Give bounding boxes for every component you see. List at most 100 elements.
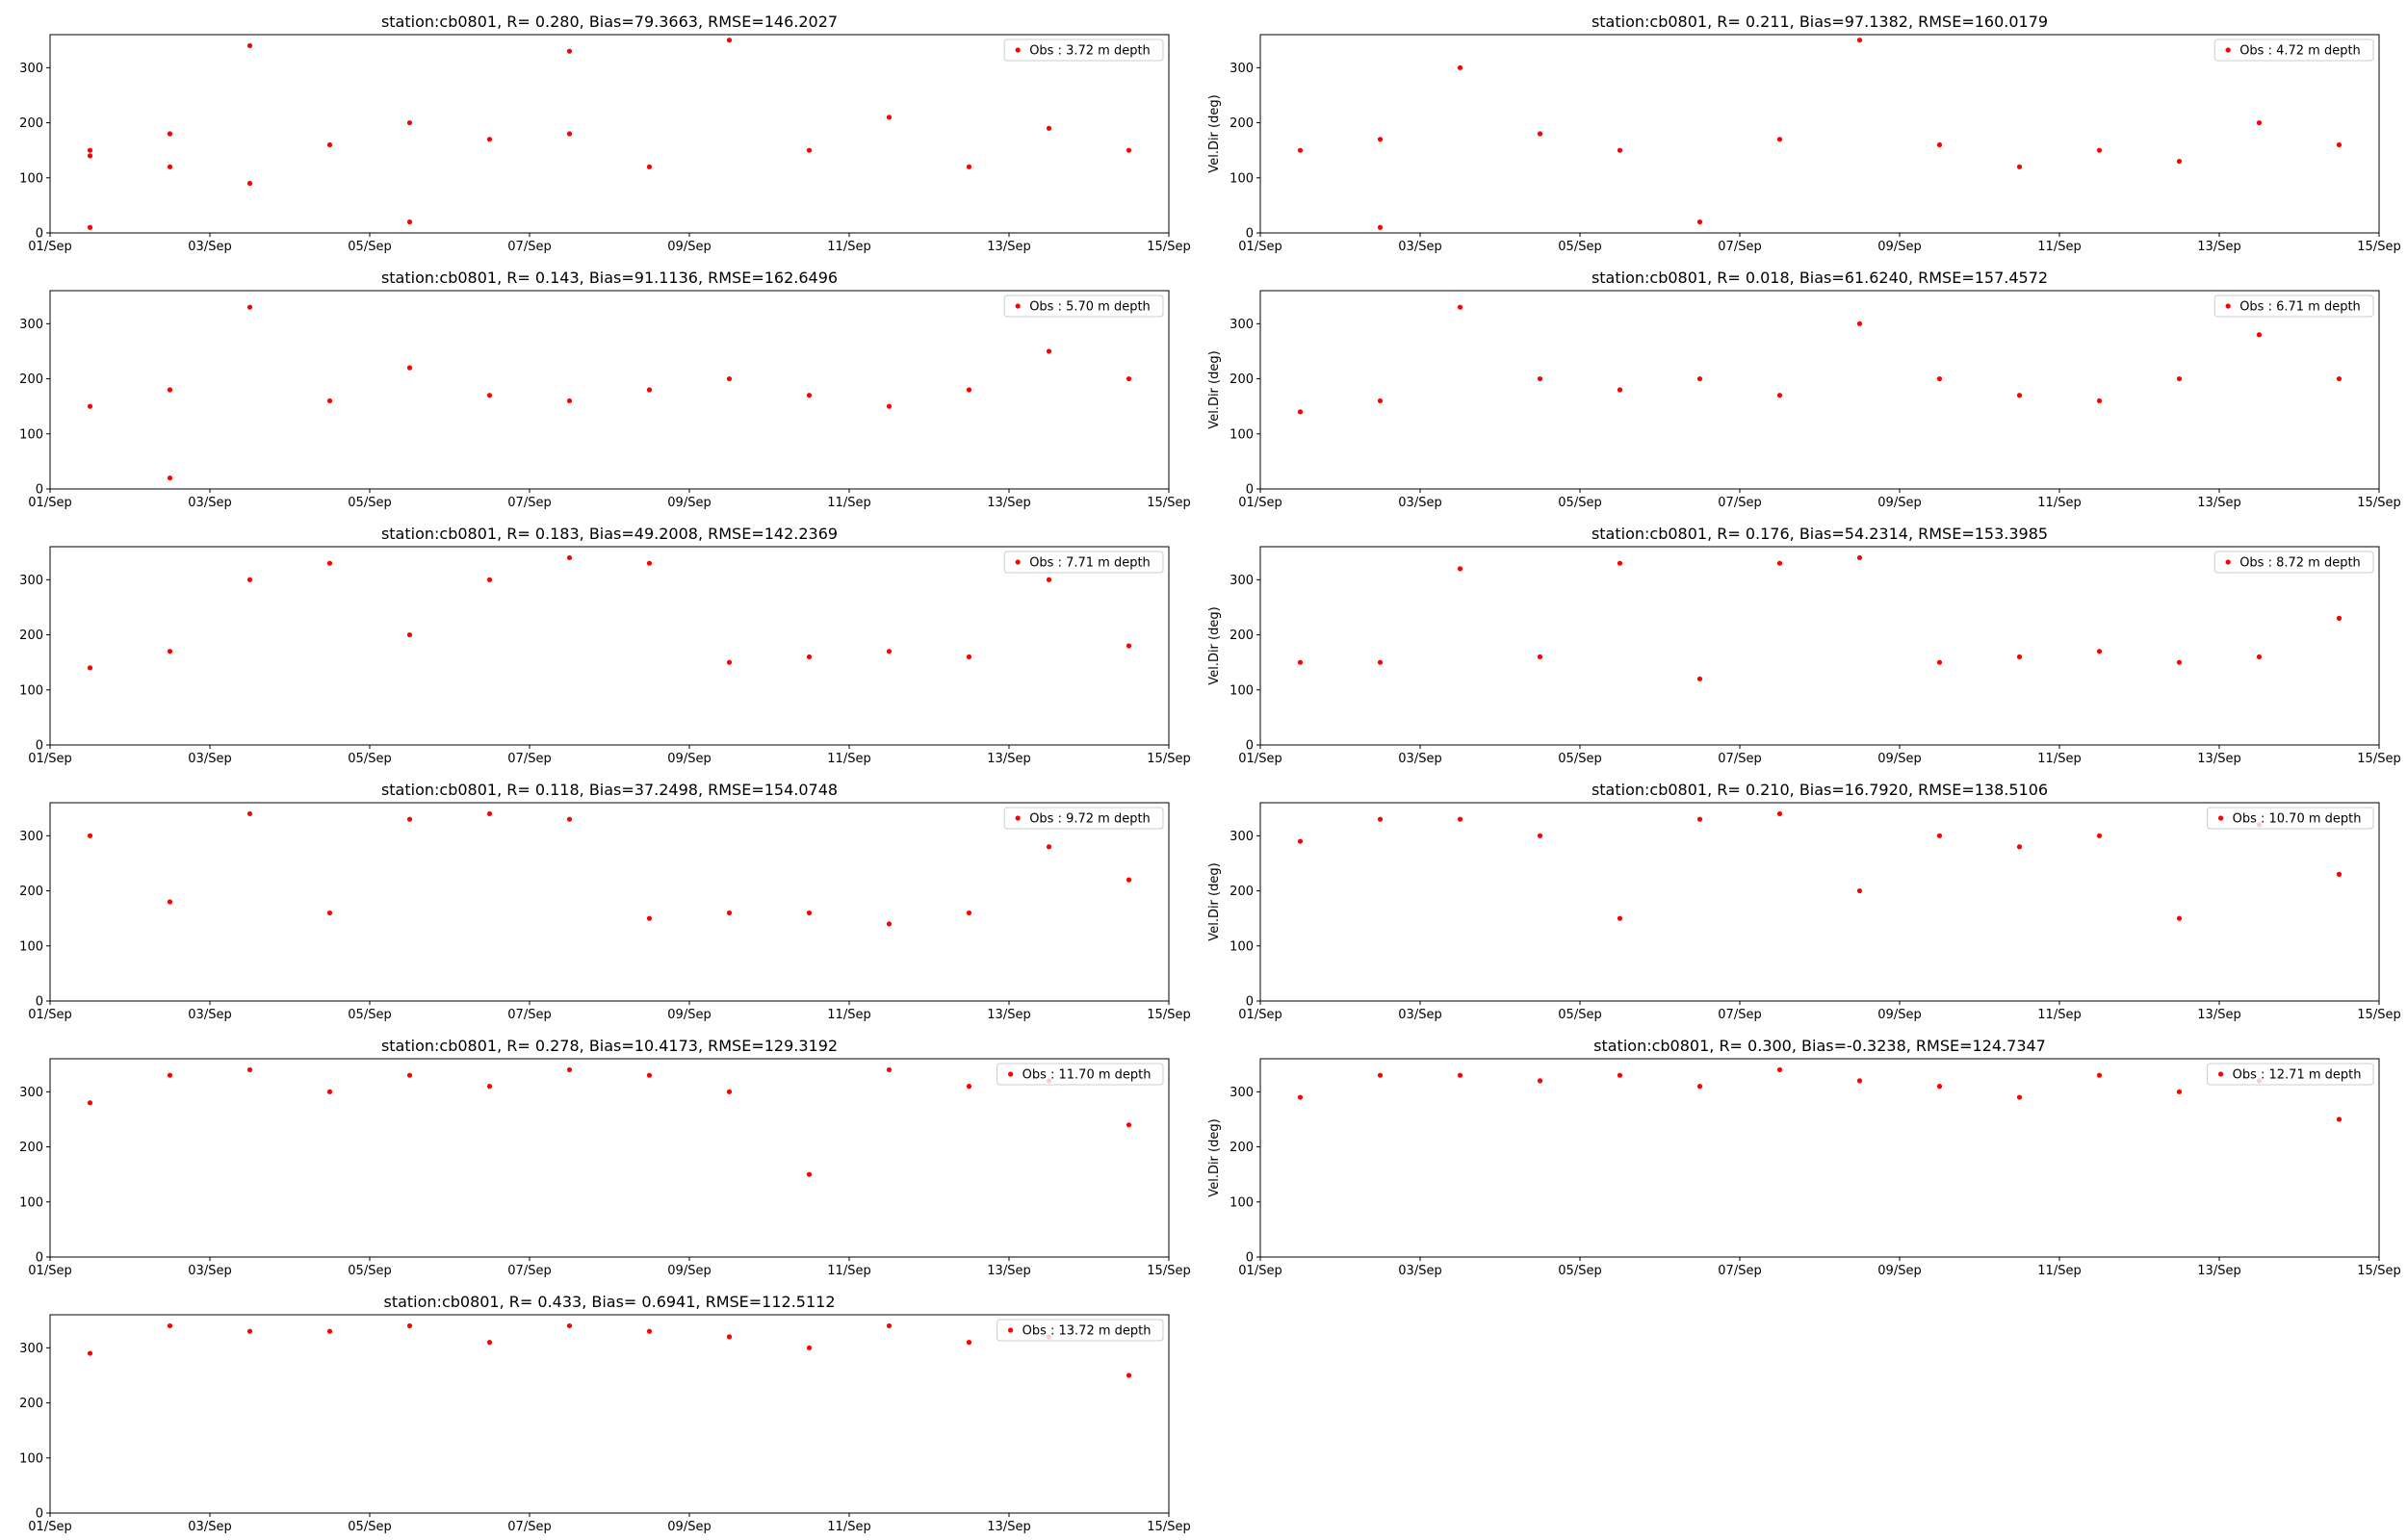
plot-frame [1259, 1058, 2380, 1258]
legend-label: Obs : 12.71 m depth [2233, 1068, 2362, 1083]
x-tick-label: 15/Sep [1147, 240, 1190, 254]
x-tick-label: 09/Sep [667, 496, 711, 510]
plot-frame [49, 1314, 1170, 1514]
x-tick-label: 11/Sep [2037, 1264, 2081, 1278]
y-tick-label: 200 [1229, 372, 1254, 387]
data-point [406, 218, 413, 225]
x-tick-label: 05/Sep [348, 240, 391, 254]
data-point [566, 398, 573, 404]
y-tick-label: 0 [1246, 227, 1254, 242]
x-tick-label: 09/Sep [667, 1008, 711, 1022]
data-point [2016, 1094, 2023, 1100]
x-tick-label: 01/Sep [28, 496, 71, 510]
x-tick-label: 13/Sep [2197, 752, 2240, 766]
data-point [1126, 1122, 1132, 1128]
y-tick-label: 0 [1246, 1251, 1254, 1266]
data-point [1046, 844, 1052, 850]
data-point [1206, 453, 1211, 458]
data-point [886, 403, 893, 409]
data-point [806, 393, 813, 398]
x-tick-label: 05/Sep [1558, 496, 1601, 510]
y-tick-label: 0 [36, 483, 43, 498]
x-tick-label: 05/Sep [348, 1520, 391, 1534]
x-tick-label: 07/Sep [1718, 752, 1761, 766]
legend-label: Obs : 5.70 m depth [1029, 300, 1151, 315]
x-tick-label: 07/Sep [1718, 240, 1761, 254]
data-point [806, 147, 813, 153]
data-point [1126, 147, 1132, 153]
data-point [566, 554, 573, 561]
y-tick-label: 0 [1246, 483, 1254, 498]
y-tick-label: 300 [19, 1342, 43, 1356]
x-tick-label: 07/Sep [507, 1008, 551, 1022]
data-point [486, 1340, 493, 1346]
x-tick-label: 01/Sep [28, 240, 71, 254]
x-tick-label: 03/Sep [1398, 240, 1441, 254]
legend-box [2207, 1063, 2374, 1086]
data-point [2256, 119, 2263, 126]
y-axis-label: Vel.Dir (deg) [1207, 1118, 1222, 1196]
subplot-title: station:cb0801, R= 0.183, Bias=49.2008, … [381, 525, 838, 543]
plot-frame [49, 290, 1170, 490]
y-tick-label: 200 [19, 1141, 43, 1155]
data-point [1856, 1078, 1863, 1084]
x-tick-label: 03/Sep [188, 240, 231, 254]
legend-marker [1015, 815, 1021, 821]
x-tick-label: 11/Sep [827, 1008, 870, 1022]
x-tick-label: 09/Sep [1877, 1008, 1921, 1022]
data-point [2176, 915, 2183, 921]
data-point [326, 141, 333, 148]
y-tick-label: 100 [1229, 683, 1254, 698]
data-point [1936, 1084, 1943, 1090]
y-tick-label: 100 [1229, 171, 1254, 186]
x-tick-label: 09/Sep [667, 752, 711, 766]
legend-box [1003, 807, 1164, 830]
data-point [886, 115, 893, 120]
y-tick-label: 300 [1229, 1086, 1254, 1100]
legend-box [996, 1319, 1164, 1342]
data-point [886, 649, 893, 654]
y-tick-label: 100 [1229, 1195, 1254, 1210]
data-point [2016, 164, 2023, 169]
data-point [1206, 721, 1211, 726]
data-point [646, 915, 653, 921]
subplot-title: station:cb0801, R= 0.176, Bias=54.2314, … [1592, 525, 2048, 543]
data-point [87, 1100, 93, 1106]
legend: Obs : 6.71 m depth [2213, 295, 2374, 318]
y-tick-label: 100 [19, 939, 43, 954]
data-point [1696, 816, 1703, 822]
data-point [886, 1322, 893, 1329]
y-tick-label: 100 [19, 427, 43, 442]
x-tick-label: 11/Sep [827, 1264, 870, 1278]
data-point [566, 131, 573, 137]
data-point [1046, 125, 1052, 131]
legend-label: Obs : 4.72 m depth [2239, 44, 2361, 59]
legend-marker [2218, 1071, 2224, 1077]
x-tick-label: 01/Sep [1238, 1008, 1281, 1022]
subplot-5: station:cb0801, R= 0.183, Bias=49.2008, … [19, 525, 1211, 766]
x-tick-label: 11/Sep [2037, 752, 2081, 766]
data-point [87, 153, 93, 159]
x-tick-label: 03/Sep [188, 752, 231, 766]
x-tick-label: 05/Sep [1558, 1264, 1601, 1278]
legend-label: Obs : 3.72 m depth [1029, 44, 1151, 59]
x-tick-label: 13/Sep [987, 752, 1030, 766]
plot-frame [49, 1058, 1170, 1258]
data-point [2336, 1116, 2342, 1122]
plot-frame [1259, 802, 2380, 1002]
data-point [566, 48, 573, 54]
data-point [406, 365, 413, 371]
scatter-points [87, 38, 1132, 230]
x-tick-label: 05/Sep [1558, 752, 1601, 766]
x-tick-label: 03/Sep [1398, 496, 1441, 510]
data-point [406, 631, 413, 638]
scatter-points [1297, 38, 2342, 230]
legend-box [2213, 295, 2374, 318]
x-tick-label: 09/Sep [1877, 240, 1921, 254]
subplot-9: station:cb0801, R= 0.278, Bias=10.4173, … [19, 1037, 1191, 1278]
data-point [1297, 147, 1304, 153]
x-tick-label: 03/Sep [188, 1264, 231, 1278]
data-point [2016, 393, 2023, 398]
x-tick-label: 11/Sep [827, 240, 870, 254]
